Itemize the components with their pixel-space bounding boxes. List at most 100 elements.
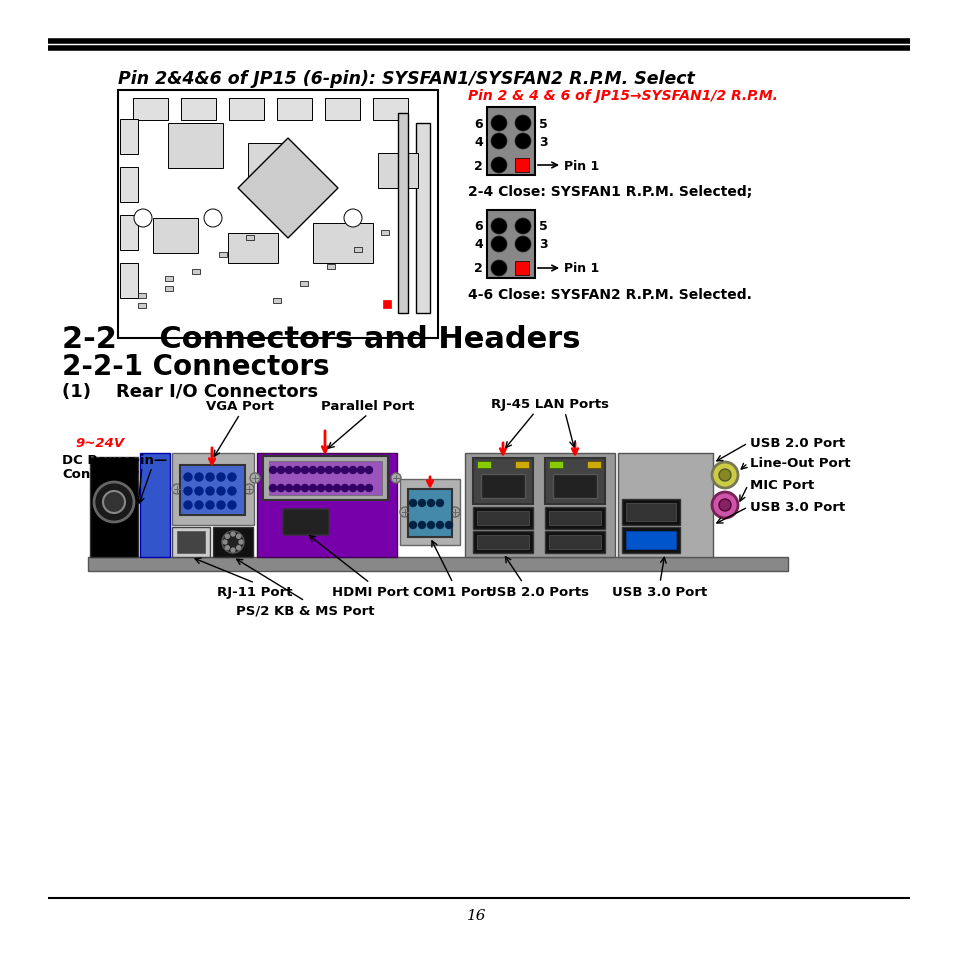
Circle shape	[184, 501, 192, 510]
Circle shape	[301, 485, 308, 492]
Circle shape	[250, 474, 260, 483]
Bar	[120, 120, 138, 154]
Text: USB 2.0 Ports: USB 2.0 Ports	[486, 585, 589, 598]
Circle shape	[317, 485, 324, 492]
Bar	[544, 507, 604, 530]
Text: 2: 2	[474, 159, 482, 172]
Bar	[213, 527, 253, 558]
Bar	[621, 527, 679, 554]
Text: RJ-45 LAN Ports: RJ-45 LAN Ports	[491, 397, 608, 411]
Bar	[273, 298, 281, 304]
Circle shape	[216, 474, 225, 481]
Text: DC Power-in—: DC Power-in—	[62, 454, 167, 467]
Bar	[276, 99, 312, 121]
Circle shape	[344, 210, 361, 228]
Bar	[165, 287, 172, 292]
Text: Pin 1: Pin 1	[563, 159, 598, 172]
Text: 5: 5	[538, 220, 547, 233]
Bar	[382, 301, 391, 309]
Bar	[476, 512, 529, 525]
Bar	[168, 124, 223, 169]
Circle shape	[325, 485, 333, 492]
Bar	[120, 215, 138, 251]
Bar	[373, 99, 408, 121]
Bar	[515, 262, 529, 275]
Circle shape	[228, 474, 235, 481]
Bar	[476, 536, 529, 550]
Bar	[377, 153, 417, 189]
Circle shape	[225, 535, 229, 538]
Text: VGA Port: VGA Port	[206, 399, 274, 413]
Bar	[120, 264, 138, 298]
Circle shape	[515, 133, 531, 150]
Circle shape	[269, 485, 276, 492]
Circle shape	[294, 467, 300, 474]
Bar	[177, 532, 205, 554]
Bar	[473, 458, 533, 504]
Circle shape	[172, 484, 182, 495]
Bar	[138, 294, 146, 298]
Circle shape	[206, 501, 213, 510]
Text: USB 2.0 Port: USB 2.0 Port	[749, 437, 844, 450]
Text: 3: 3	[538, 238, 547, 252]
Bar	[172, 454, 253, 525]
Circle shape	[491, 236, 506, 253]
FancyBboxPatch shape	[283, 510, 329, 536]
Circle shape	[399, 507, 410, 517]
Circle shape	[515, 219, 531, 234]
Circle shape	[228, 488, 235, 496]
Bar	[219, 253, 227, 257]
Circle shape	[269, 467, 276, 474]
Bar	[548, 536, 600, 550]
Circle shape	[223, 540, 227, 544]
Circle shape	[515, 236, 531, 253]
Bar	[140, 454, 170, 558]
Circle shape	[719, 499, 730, 512]
Circle shape	[391, 474, 400, 483]
Text: 2-2    Connectors and Headers: 2-2 Connectors and Headers	[62, 324, 579, 354]
Bar	[90, 457, 138, 558]
Text: 6: 6	[474, 117, 482, 131]
Text: Parallel Port: Parallel Port	[321, 399, 415, 413]
Circle shape	[228, 501, 235, 510]
Bar	[476, 461, 491, 469]
Circle shape	[309, 467, 316, 474]
Bar	[88, 558, 787, 572]
Circle shape	[194, 474, 203, 481]
Bar	[132, 99, 168, 121]
Circle shape	[309, 485, 316, 492]
Circle shape	[194, 488, 203, 496]
Circle shape	[445, 522, 452, 529]
Text: 6: 6	[474, 220, 482, 233]
Circle shape	[236, 546, 240, 550]
Circle shape	[491, 261, 506, 276]
Bar	[180, 465, 245, 516]
Bar	[408, 490, 452, 537]
Bar	[464, 454, 615, 558]
Circle shape	[301, 467, 308, 474]
Bar	[152, 219, 198, 253]
Bar	[248, 144, 288, 184]
Bar	[548, 461, 562, 469]
Circle shape	[450, 507, 459, 517]
Text: 4: 4	[474, 238, 482, 252]
Circle shape	[184, 474, 192, 481]
Circle shape	[349, 485, 356, 492]
Bar	[354, 248, 361, 253]
Circle shape	[244, 484, 253, 495]
Bar	[548, 512, 600, 525]
Circle shape	[231, 548, 234, 553]
Bar	[515, 461, 529, 469]
Circle shape	[515, 116, 531, 132]
Text: 3: 3	[538, 135, 547, 149]
Circle shape	[274, 210, 292, 228]
Text: RJ-11 Port: RJ-11 Port	[217, 585, 293, 598]
Circle shape	[719, 470, 730, 481]
Circle shape	[334, 485, 340, 492]
Text: Line-Out Port: Line-Out Port	[749, 457, 850, 470]
Bar	[299, 282, 308, 287]
Bar	[229, 99, 264, 121]
Circle shape	[491, 158, 506, 173]
Circle shape	[222, 532, 244, 554]
Bar	[118, 91, 437, 338]
